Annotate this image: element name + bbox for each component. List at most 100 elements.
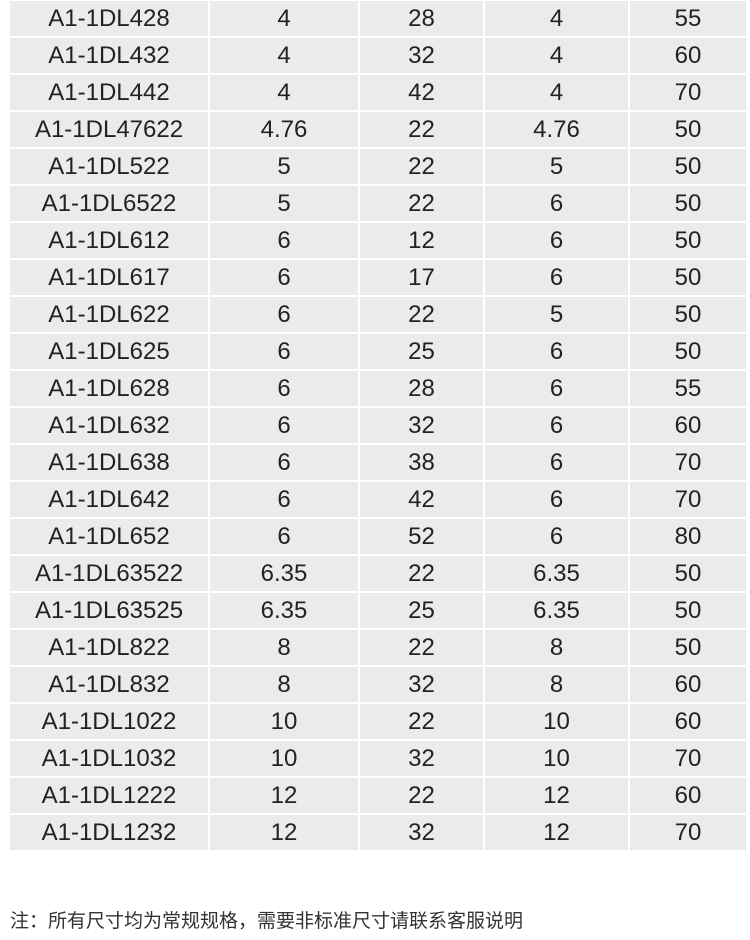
value-cell: 6 xyxy=(208,369,360,408)
table-row: A1-1DL1222 12 22 12 60 xyxy=(8,776,748,815)
value-cell: 6 xyxy=(483,517,630,556)
spec-table-body: A1-1DL428 4 28 4 55 A1-1DL432 4 32 4 60 A1-1DL442 4… xyxy=(8,0,748,852)
value-cell: 22 xyxy=(358,702,485,741)
model-cell: A1-1DL625 xyxy=(8,332,210,371)
model-cell: A1-1DL432 xyxy=(8,36,210,75)
model-cell: A1-1DL632 xyxy=(8,406,210,445)
model-cell: A1-1DL617 xyxy=(8,258,210,297)
value-cell: 32 xyxy=(358,406,485,445)
value-cell: 25 xyxy=(358,332,485,371)
value-cell: 4 xyxy=(208,36,360,75)
table-row: A1-1DL432 4 32 4 60 xyxy=(8,36,748,75)
value-cell: 50 xyxy=(628,258,748,297)
value-cell: 6 xyxy=(208,406,360,445)
value-cell: 50 xyxy=(628,110,748,149)
value-cell: 38 xyxy=(358,443,485,482)
footnote: 注：所有尺寸均为常规规格，需要非标准尺寸请联系客服说明 xyxy=(10,910,524,932)
model-cell: A1-1DL652 xyxy=(8,517,210,556)
model-cell: A1-1DL612 xyxy=(8,221,210,260)
table-row: A1-1DL632 6 32 6 60 xyxy=(8,406,748,445)
value-cell: 10 xyxy=(483,702,630,741)
value-cell: 4.76 xyxy=(208,110,360,149)
value-cell: 32 xyxy=(358,739,485,778)
value-cell: 50 xyxy=(628,295,748,334)
model-cell: A1-1DL47622 xyxy=(8,110,210,149)
value-cell: 70 xyxy=(628,480,748,519)
value-cell: 28 xyxy=(358,0,485,38)
table-row: A1-1DL617 6 17 6 50 xyxy=(8,258,748,297)
value-cell: 8 xyxy=(483,628,630,667)
value-cell: 42 xyxy=(358,73,485,112)
value-cell: 4 xyxy=(483,36,630,75)
value-cell: 5 xyxy=(208,147,360,186)
table-row: A1-1DL628 6 28 6 55 xyxy=(8,369,748,408)
value-cell: 6.35 xyxy=(208,591,360,630)
table-row: A1-1DL612 6 12 6 50 xyxy=(8,221,748,260)
value-cell: 32 xyxy=(358,36,485,75)
value-cell: 22 xyxy=(358,628,485,667)
value-cell: 55 xyxy=(628,0,748,38)
value-cell: 70 xyxy=(628,443,748,482)
value-cell: 10 xyxy=(208,702,360,741)
value-cell: 4.76 xyxy=(483,110,630,149)
value-cell: 4 xyxy=(208,0,360,38)
value-cell: 50 xyxy=(628,184,748,223)
value-cell: 52 xyxy=(358,517,485,556)
value-cell: 50 xyxy=(628,591,748,630)
table-row: A1-1DL6522 5 22 6 50 xyxy=(8,184,748,223)
table-row: A1-1DL832 8 32 8 60 xyxy=(8,665,748,704)
table-row: A1-1DL642 6 42 6 70 xyxy=(8,480,748,519)
value-cell: 8 xyxy=(208,665,360,704)
value-cell: 60 xyxy=(628,665,748,704)
value-cell: 6 xyxy=(208,480,360,519)
value-cell: 22 xyxy=(358,776,485,815)
value-cell: 50 xyxy=(628,332,748,371)
value-cell: 50 xyxy=(628,221,748,260)
value-cell: 80 xyxy=(628,517,748,556)
value-cell: 42 xyxy=(358,480,485,519)
model-cell: A1-1DL638 xyxy=(8,443,210,482)
model-cell: A1-1DL6522 xyxy=(8,184,210,223)
model-cell: A1-1DL522 xyxy=(8,147,210,186)
model-cell: A1-1DL822 xyxy=(8,628,210,667)
table-row: A1-1DL638 6 38 6 70 xyxy=(8,443,748,482)
value-cell: 8 xyxy=(483,665,630,704)
value-cell: 50 xyxy=(628,147,748,186)
model-cell: A1-1DL1022 xyxy=(8,702,210,741)
value-cell: 10 xyxy=(483,739,630,778)
table-row: A1-1DL652 6 52 6 80 xyxy=(8,517,748,556)
value-cell: 6.35 xyxy=(483,554,630,593)
value-cell: 28 xyxy=(358,369,485,408)
value-cell: 8 xyxy=(208,628,360,667)
value-cell: 70 xyxy=(628,739,748,778)
table-row: A1-1DL522 5 22 5 50 xyxy=(8,147,748,186)
table-row: A1-1DL822 8 22 8 50 xyxy=(8,628,748,667)
model-cell: A1-1DL1032 xyxy=(8,739,210,778)
value-cell: 22 xyxy=(358,147,485,186)
model-cell: A1-1DL642 xyxy=(8,480,210,519)
value-cell: 6 xyxy=(208,332,360,371)
value-cell: 32 xyxy=(358,665,485,704)
value-cell: 17 xyxy=(358,258,485,297)
value-cell: 6 xyxy=(483,480,630,519)
value-cell: 6 xyxy=(208,443,360,482)
model-cell: A1-1DL622 xyxy=(8,295,210,334)
value-cell: 25 xyxy=(358,591,485,630)
value-cell: 4 xyxy=(208,73,360,112)
value-cell: 5 xyxy=(483,147,630,186)
value-cell: 12 xyxy=(483,776,630,815)
model-cell: A1-1DL1232 xyxy=(8,813,210,852)
table-row: A1-1DL63522 6.35 22 6.35 50 xyxy=(8,554,748,593)
value-cell: 32 xyxy=(358,813,485,852)
table-row: A1-1DL63525 6.35 25 6.35 50 xyxy=(8,591,748,630)
table-row: A1-1DL622 6 22 5 50 xyxy=(8,295,748,334)
value-cell: 6 xyxy=(483,332,630,371)
value-cell: 70 xyxy=(628,73,748,112)
table-row: A1-1DL1022 10 22 10 60 xyxy=(8,702,748,741)
value-cell: 10 xyxy=(208,739,360,778)
value-cell: 6 xyxy=(483,184,630,223)
value-cell: 70 xyxy=(628,813,748,852)
value-cell: 6.35 xyxy=(483,591,630,630)
value-cell: 60 xyxy=(628,36,748,75)
table-row: A1-1DL47622 4.76 22 4.76 50 xyxy=(8,110,748,149)
